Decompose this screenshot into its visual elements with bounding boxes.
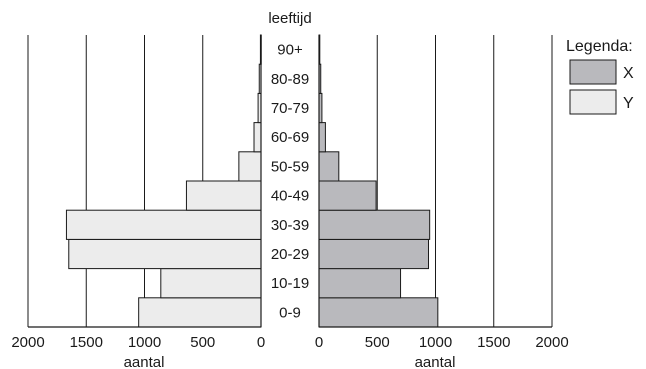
bars [65,34,439,328]
bar-x-30-39 [318,209,431,240]
bar-y-10-19 [160,268,262,299]
left-tick-label-1500: 1500 [70,334,103,351]
age-label-40-49: 40-49 [271,188,309,205]
age-label-80-89: 80-89 [271,71,309,88]
bar-y-30-39 [65,209,262,240]
legend-label-y: Y [623,95,634,112]
legend: Legenda: X Y [566,38,634,115]
age-label-10-19: 10-19 [271,275,309,292]
left-axis-title: aantal [124,354,165,369]
bar-y-50-59 [238,151,262,182]
right-tick-label-1000: 1000 [419,334,452,351]
left-tick-label-0: 0 [257,334,265,351]
right-tick-label-1500: 1500 [477,334,510,351]
age-label-20-29: 20-29 [271,246,309,263]
bar-x-60-69 [318,122,326,153]
bar-x-40-49 [318,180,377,211]
age-label-60-69: 60-69 [271,129,309,146]
bar-x-10-19 [318,268,402,299]
legend-swatch-x [569,59,617,85]
bar-x-20-29 [318,238,430,270]
right-axis-title: aantal [415,354,456,369]
right-tick-label-0: 0 [315,334,323,351]
age-label-0-9: 0-9 [279,304,301,321]
age-label-50-59: 50-59 [271,158,309,175]
left-tick-label-1000: 1000 [128,334,161,351]
legend-title: Legenda: [566,38,633,55]
age-label-70-79: 70-79 [271,100,309,117]
age-group-labels: 0-9 10-19 20-29 30-39 40-49 50-59 60-69 70-79 80… [271,42,309,322]
tick-labels: 0 0 500 500 1000 1000 1500 1500 2000 2000 [11,334,568,351]
category-axis-title: leeftijd [268,10,311,27]
bar-x-50-59 [318,151,340,182]
right-tick-label-2000: 2000 [535,334,568,351]
bar-x-0-9 [318,297,439,328]
gridlines [27,35,553,327]
left-tick-label-500: 500 [190,334,215,351]
bar-y-20-29 [68,238,262,270]
age-label-30-39: 30-39 [271,217,309,234]
bar-y-40-49 [185,180,262,211]
age-label-90+: 90+ [277,42,303,59]
bar-y-60-69 [253,122,262,153]
right-tick-label-500: 500 [365,334,390,351]
legend-swatch-y [569,89,617,115]
legend-label-x: X [623,65,634,82]
left-tick-label-2000: 2000 [11,334,44,351]
bar-y-0-9 [138,297,262,328]
axes [28,35,552,328]
